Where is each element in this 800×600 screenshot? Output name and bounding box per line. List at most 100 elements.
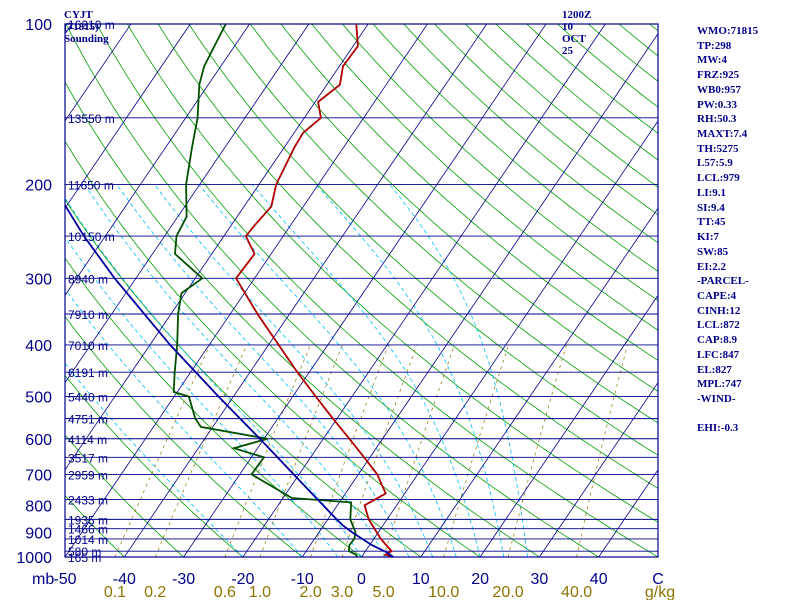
- index-item: LI:9.1: [697, 186, 727, 199]
- isotherm: [479, 294, 658, 557]
- frame-layer: [64, 23, 659, 558]
- mixing-ratio-line: [443, 344, 509, 557]
- chart-title: CYJT (71815) Sounding: [64, 9, 109, 45]
- temperature-label: -20: [231, 571, 254, 588]
- index-item: EI:2.2: [697, 260, 727, 273]
- moist-adiabat: [251, 184, 481, 557]
- index-item: MPL:747: [697, 378, 742, 391]
- temperature-label: -10: [291, 571, 314, 588]
- index-item: -WIND-: [697, 392, 736, 405]
- plot-border: [64, 23, 659, 558]
- height-label: 11650 m: [68, 178, 114, 192]
- temperature-label: -30: [172, 571, 195, 588]
- pressure-label: 600: [25, 432, 52, 449]
- index-item: SI:9.4: [697, 201, 725, 214]
- indices-panel: WMO:71815 TP:298 MW:4 FRZ:925 WB0:957 PW:0.33…: [697, 24, 758, 436]
- isotherm: [361, 120, 658, 557]
- height-label: 7910 m: [68, 308, 108, 322]
- height-label: 3517 m: [68, 451, 108, 465]
- index-item: TH:5275: [697, 142, 739, 155]
- isotherm: [65, 24, 369, 471]
- index-item: SW:85: [697, 245, 729, 258]
- dewpoint-profile: [172, 24, 359, 557]
- temperature-label: -40: [113, 571, 136, 588]
- dry-adiabat: [96, 24, 658, 557]
- isotherm: [539, 381, 658, 557]
- pressure-label: 300: [25, 271, 52, 288]
- height-label: 8940 m: [68, 272, 108, 286]
- temperature-label: 0: [357, 571, 366, 588]
- mixing-ratio-label: 0.6: [214, 584, 236, 600]
- mixing-ratio-label: 5.0: [372, 584, 394, 600]
- dry-adiabat: [157, 24, 658, 489]
- pressure-label: 800: [25, 498, 52, 515]
- temperature-label: 20: [471, 571, 489, 588]
- grid-layer: [65, 24, 658, 557]
- index-item: TP:298: [697, 39, 732, 52]
- index-item: CINH:12: [697, 304, 741, 317]
- temperature-label: 30: [531, 571, 549, 588]
- mixing-ratio-label: 40.0: [561, 584, 592, 600]
- mixing-ratio-unit-label: g/kg: [645, 584, 675, 600]
- height-label: 2959 m: [68, 468, 108, 482]
- height-label: 1466 m: [68, 523, 108, 537]
- dry-adiabat: [127, 24, 658, 523]
- index-item: TT:45: [697, 216, 726, 229]
- isotherm: [65, 24, 191, 209]
- mixing-ratio-label: 3.0: [331, 584, 353, 600]
- temperature-label: -50: [53, 571, 76, 588]
- temperature-label: 10: [412, 571, 430, 588]
- mixing-ratio-line: [507, 344, 567, 557]
- isotherm: [65, 24, 132, 122]
- isotherm: [65, 24, 250, 297]
- index-item: WB0:957: [697, 83, 741, 96]
- isotherm: [301, 33, 658, 557]
- moist-adiabat: [116, 184, 410, 557]
- mixing-ratio-line: [383, 344, 455, 557]
- pressure-label: 1000: [16, 550, 52, 567]
- height-label: 13550 m: [68, 112, 115, 126]
- height-label: 4751 m: [68, 413, 108, 427]
- mixing-ratio-line: [310, 344, 389, 557]
- index-item: LFC:847: [697, 348, 740, 361]
- index-item: L57:5.9: [697, 157, 733, 170]
- isotherm: [242, 24, 606, 557]
- index-item: MAXT:7.4: [697, 128, 748, 141]
- height-label: 6191 m: [68, 366, 108, 380]
- mixing-ratio-label: 0.1: [104, 584, 126, 600]
- pressure-label: 200: [25, 177, 52, 194]
- isotherm: [183, 24, 547, 557]
- height-label: 1014 m: [68, 533, 108, 547]
- mixing-ratio-label: 10.0: [428, 584, 459, 600]
- mixing-ratio-label: 20.0: [493, 584, 524, 600]
- index-item: RH:50.3: [697, 113, 737, 126]
- isotherm: [123, 24, 488, 557]
- height-label: 165 m: [68, 551, 101, 565]
- pressure-label: 700: [25, 467, 52, 484]
- index-item: -PARCEL-: [697, 275, 749, 288]
- dry-adiabat: [526, 24, 658, 134]
- mixing-ratio-label: 0.2: [144, 584, 166, 600]
- index-item: WMO:71815: [697, 25, 759, 37]
- mixing-ratio-line: [224, 344, 311, 557]
- index-item: LCL:872: [697, 319, 740, 332]
- height-label: 1935 m: [68, 513, 108, 527]
- pressure-label: 100: [25, 17, 52, 34]
- index-item: CAPE:4: [697, 289, 737, 302]
- pressure-label: 500: [25, 390, 52, 407]
- profiles-layer: [65, 24, 395, 557]
- index-item: MW:4: [697, 54, 727, 67]
- index-item: EHI:-0.3: [697, 422, 739, 435]
- pressure-label: 900: [25, 526, 52, 543]
- height-label: 16210 m: [68, 18, 115, 32]
- isotherm: [420, 207, 658, 557]
- height-label: 4114 m: [68, 433, 107, 447]
- height-label: 580 m: [68, 545, 101, 559]
- valid-time: 1200Z 10 OCT 25: [562, 9, 592, 57]
- pressure-unit-label: mb: [32, 571, 54, 588]
- index-item: KI:7: [697, 231, 719, 244]
- index-item: [697, 407, 758, 422]
- moist-adiabat: [65, 197, 362, 557]
- isotherm: [65, 24, 428, 557]
